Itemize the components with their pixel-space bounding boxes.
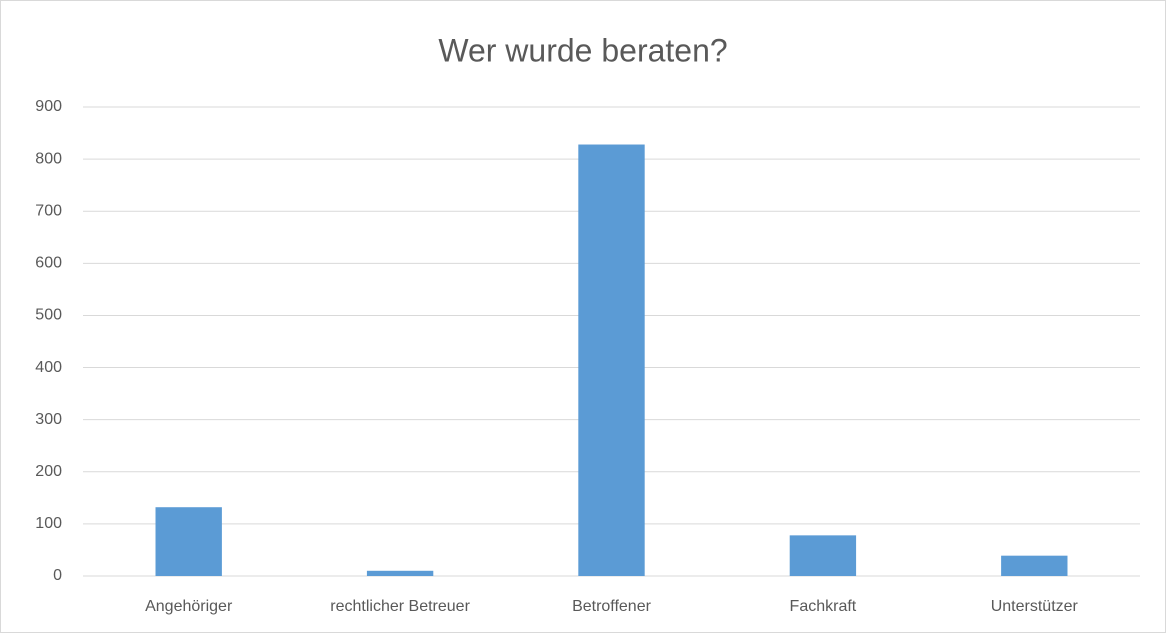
x-tick-label: Betroffener [572,598,652,615]
x-tick-label: rechtlicher Betreuer [330,598,470,615]
y-tick-label: 800 [35,150,62,167]
x-tick-label: Angehöriger [145,598,233,615]
bar [578,144,645,576]
bar [366,570,434,576]
bar [789,535,857,576]
y-tick-label: 100 [35,515,62,532]
y-tick-label: 500 [35,307,62,324]
bar [1001,555,1068,576]
y-tick-label: 600 [35,255,62,272]
y-tick-label: 400 [35,359,62,376]
x-tick-label: Fachkraft [790,598,857,615]
bar [155,507,222,576]
y-tick-label: 200 [35,463,62,480]
y-tick-label: 0 [53,567,62,584]
y-tick-label: 700 [35,202,62,219]
chart-title: Wer wurde beraten? [438,32,727,68]
y-tick-label: 300 [35,411,62,428]
x-tick-label: Unterstützer [991,598,1079,615]
y-tick-label: 900 [35,98,62,115]
